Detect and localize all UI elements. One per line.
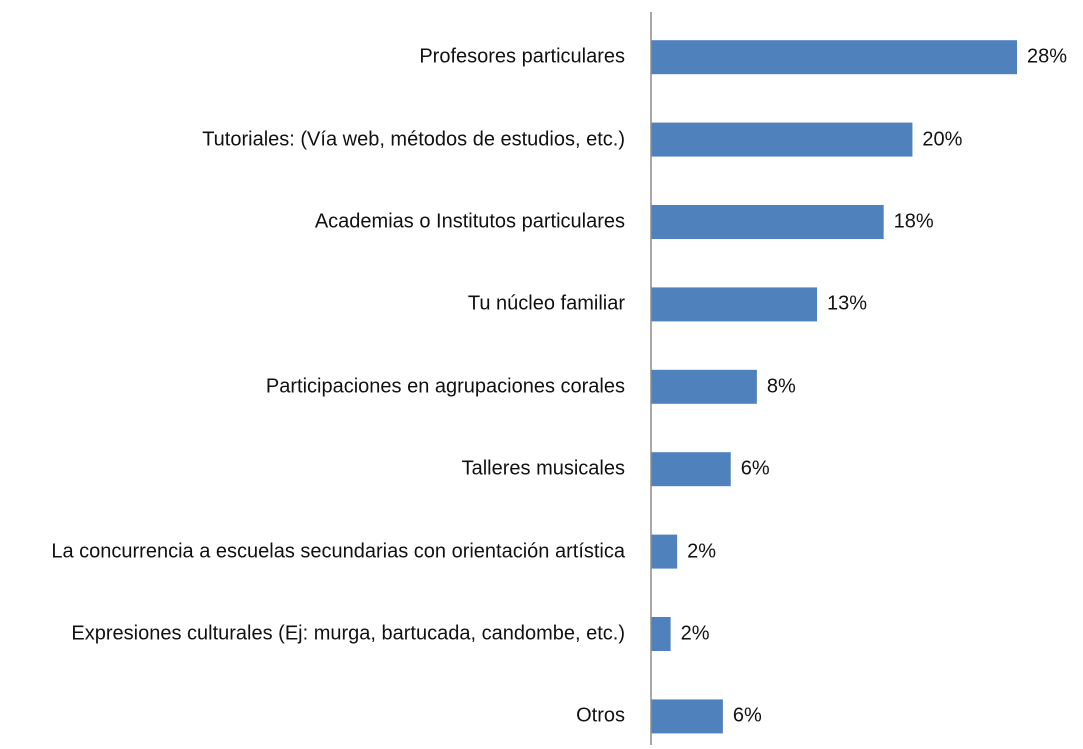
bar — [651, 122, 913, 157]
bar — [651, 699, 723, 734]
data-label-text: 20% — [922, 128, 963, 151]
data-label: 18% — [894, 211, 934, 234]
data-label-text: 6% — [732, 704, 762, 727]
data-label-text: 2% — [680, 622, 710, 645]
category-label-text: Academias o Institutos particulares — [314, 210, 625, 233]
data-label-text: 6% — [740, 457, 770, 480]
bar — [651, 205, 884, 239]
data-label: 8% — [767, 375, 796, 398]
category-label-text: Tutoriales: (Vía web, métodos de estudio… — [202, 128, 625, 151]
category-label-text: Expresiones culturales (Ej: murga, bartu… — [71, 622, 625, 645]
data-label-text: 2% — [687, 540, 717, 563]
data-label: 13% — [827, 293, 867, 316]
category-label: Academias o Institutos particulares — [30, 208, 625, 237]
data-label-text: 8% — [766, 375, 796, 398]
data-label: 6% — [741, 458, 770, 481]
data-label-text: 28% — [1027, 45, 1068, 68]
category-label: Tu núcleo familiar — [30, 290, 625, 319]
data-label: 6% — [733, 705, 762, 728]
data-label: 28% — [1027, 46, 1067, 69]
category-label: La concurrencia a escuelas secundarias c… — [30, 537, 625, 566]
category-label: Talleres musicales — [30, 455, 625, 484]
bar — [651, 287, 818, 322]
category-label-text: Otros — [576, 704, 625, 727]
category-label: Tutoriales: (Vía web, métodos de estudio… — [30, 125, 625, 154]
data-label-text: 13% — [827, 292, 868, 315]
category-label: Profesores particulares — [30, 43, 625, 72]
bar — [651, 534, 678, 569]
bar — [651, 40, 1017, 75]
data-label: 2% — [681, 623, 710, 646]
data-label: 2% — [687, 540, 716, 563]
category-label-text: Tu núcleo familiar — [467, 292, 625, 315]
category-label-text: La concurrencia a escuelas secundarias c… — [51, 540, 625, 563]
data-label: 20% — [922, 128, 962, 151]
category-label: Participaciones en agrupaciones corales — [30, 372, 625, 401]
category-label-text: Participaciones en agrupaciones corales — [265, 375, 625, 398]
bar — [651, 369, 757, 404]
category-label: Expresiones culturales (Ej: murga, bartu… — [30, 620, 625, 649]
data-label-text: 18% — [893, 210, 934, 233]
category-label-text: Talleres musicales — [461, 457, 625, 480]
category-label: Otros — [30, 702, 625, 731]
bar — [651, 617, 671, 651]
bar — [651, 452, 731, 487]
category-label-text: Profesores particulares — [419, 45, 625, 68]
